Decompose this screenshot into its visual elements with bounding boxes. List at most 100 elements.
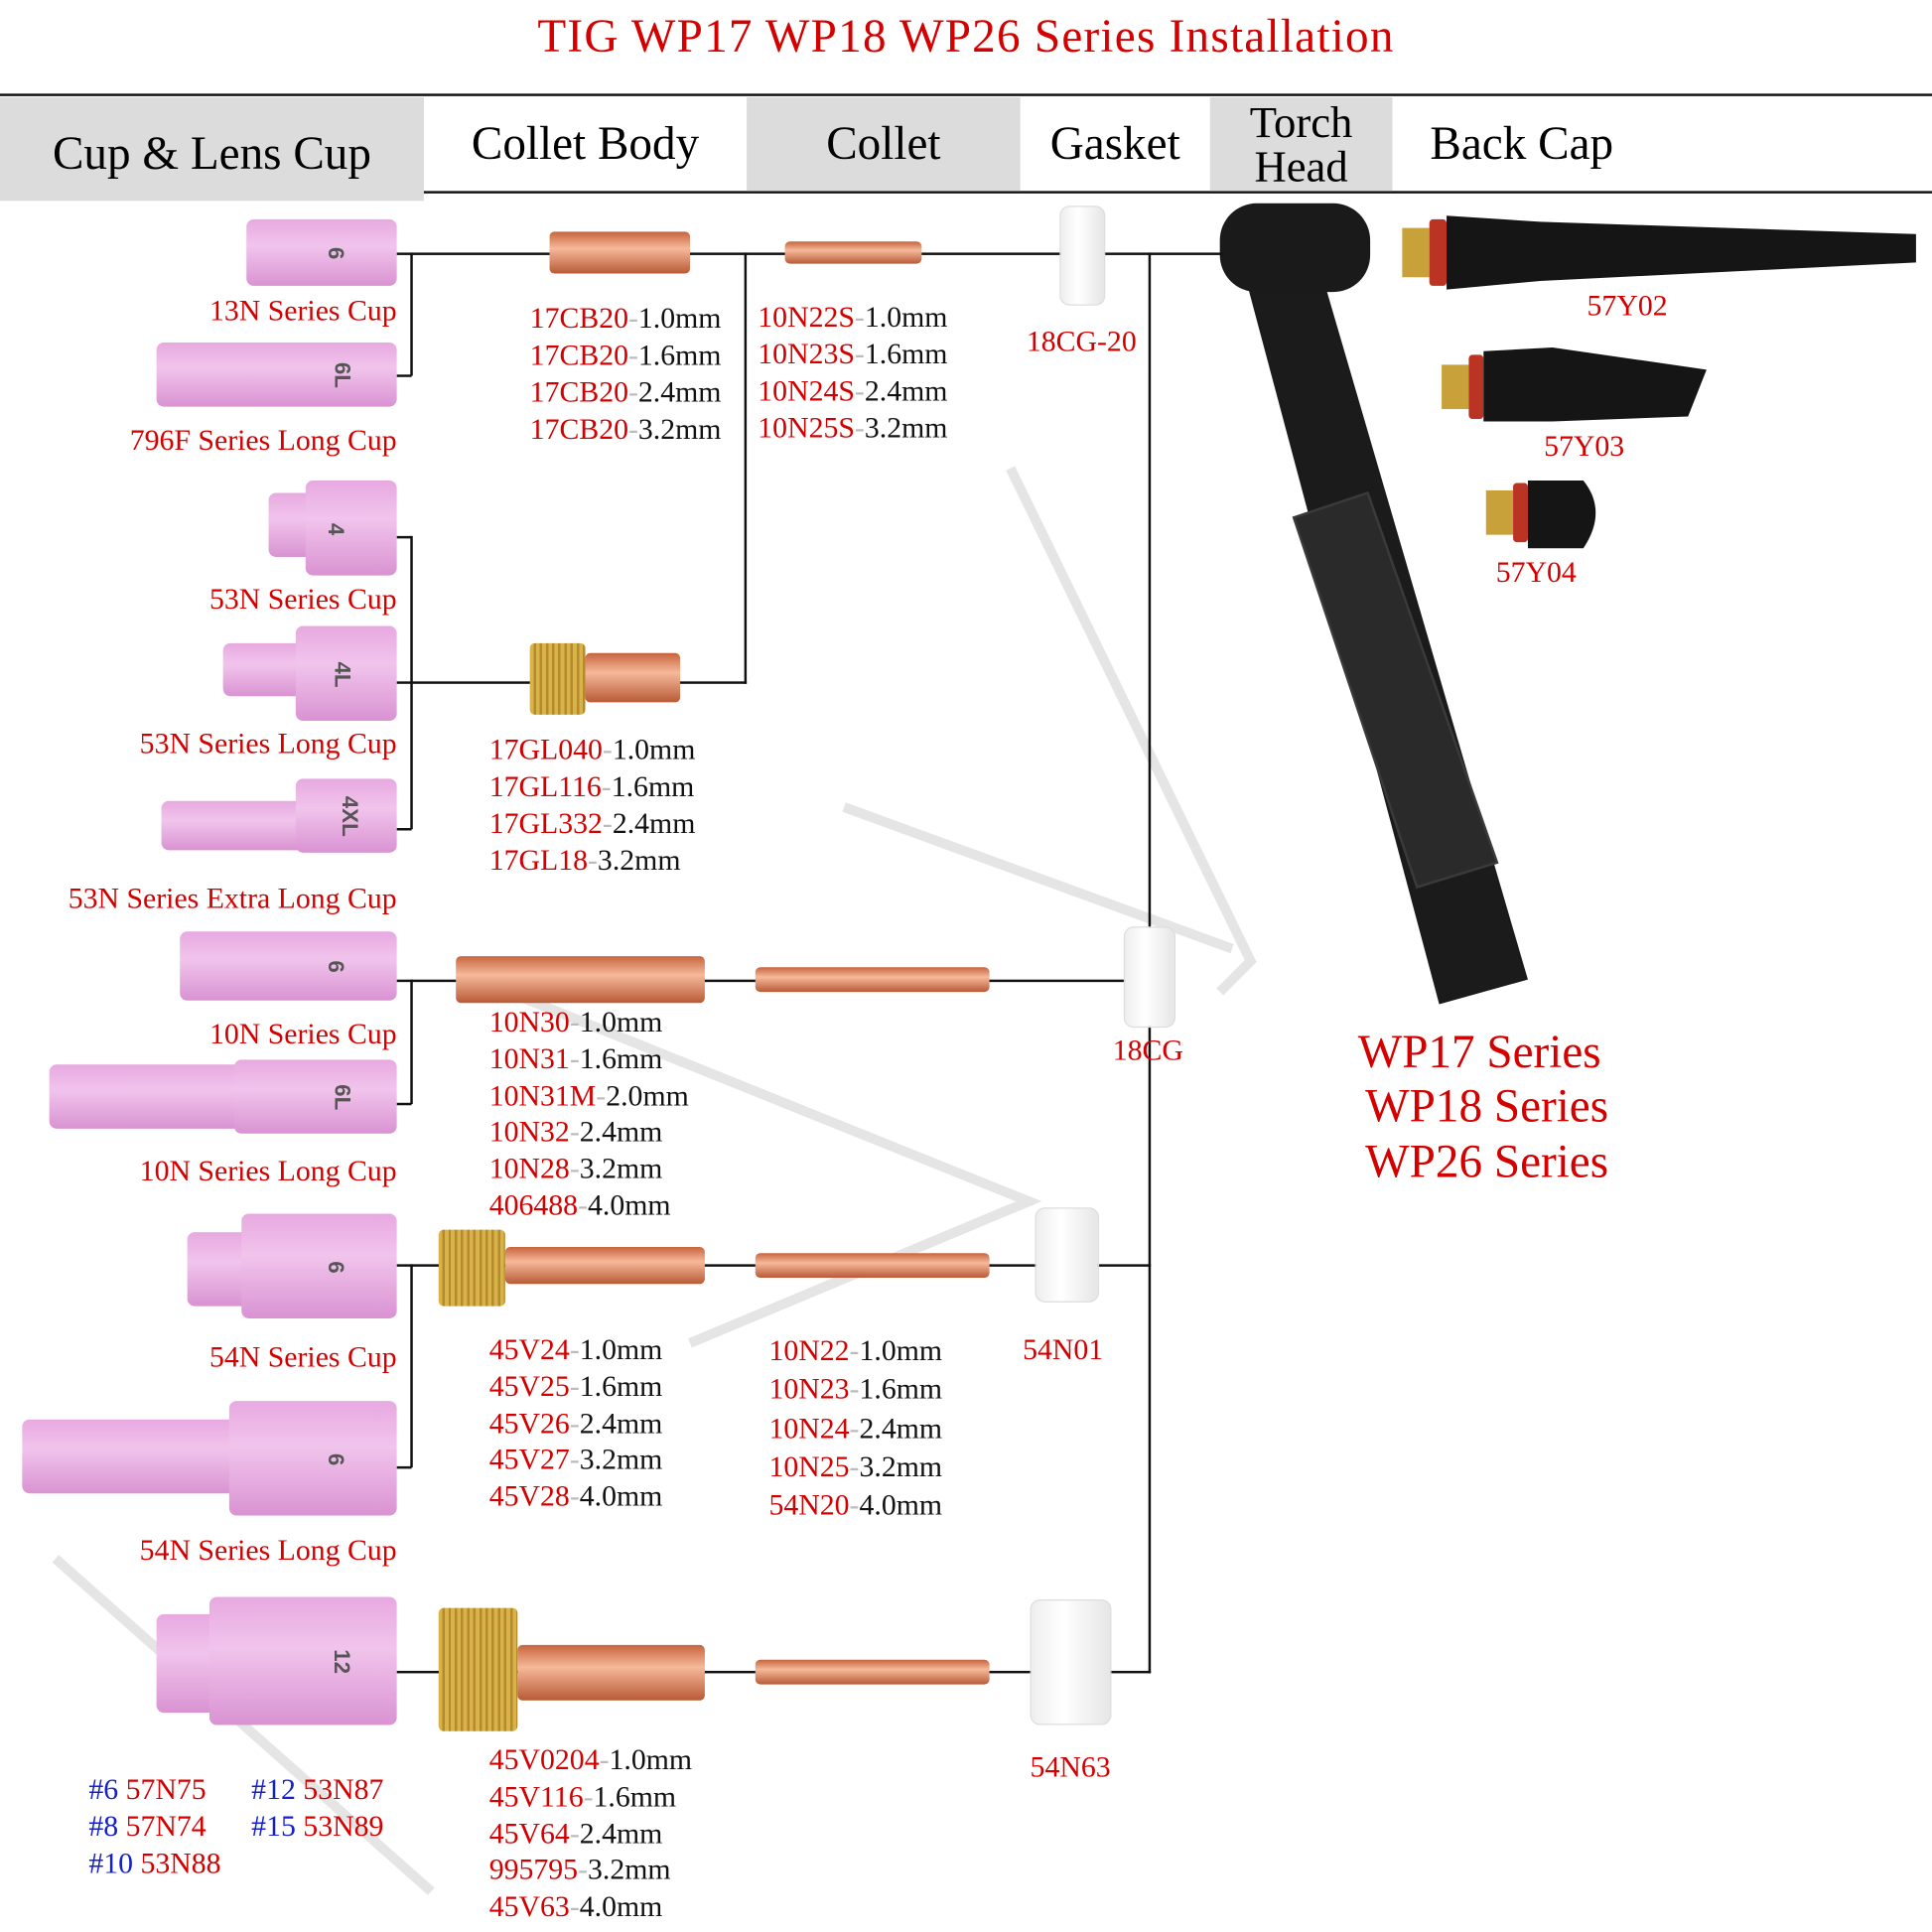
spec-row: 10N24S-2.4mm — [758, 377, 947, 407]
part-code: 17CB20 — [529, 303, 628, 336]
separator: - — [854, 375, 865, 408]
cup-size-number: 6 — [323, 1260, 348, 1274]
cup-size-number: 12 — [330, 1649, 354, 1675]
header-torch-head: Torch Head — [1209, 97, 1393, 192]
part-code: 45V26 — [488, 1408, 570, 1441]
spec-row: 17GL040-1.0mm — [489, 736, 696, 765]
part-code: 995795 — [488, 1855, 579, 1887]
cup-label: 54N Series Long Cup — [139, 1535, 397, 1568]
connector-line — [410, 535, 413, 830]
separator: - — [588, 845, 598, 878]
spec-row: 45V116-1.6mm — [489, 1783, 676, 1813]
part-code: 17GL040 — [488, 734, 603, 766]
spec-row: 45V28-4.0mm — [489, 1482, 663, 1512]
cup-size-entry: #10 53N88 — [88, 1850, 220, 1879]
part-code: 17CB20 — [529, 414, 628, 447]
spec-row: 45V24-1.0mm — [489, 1335, 663, 1365]
connector-line — [410, 1264, 413, 1468]
back-cap-label: 57Y03 — [1544, 431, 1625, 464]
separator: - — [849, 1413, 860, 1446]
separator: - — [569, 1334, 580, 1367]
size-value: 2.4mm — [579, 1818, 663, 1851]
part-code: 45V27 — [488, 1445, 570, 1477]
cup-icon — [246, 218, 397, 286]
part-code: 17CB20 — [529, 340, 628, 372]
size-value: 4.0mm — [859, 1489, 943, 1522]
spec-row: 10N30-1.0mm — [489, 1008, 663, 1037]
size-value: 2.4mm — [864, 375, 948, 408]
spec-row: 45V63-4.0mm — [489, 1893, 663, 1923]
spec-row: 17GL18-3.2mm — [489, 847, 681, 877]
spec-row: 10N25-3.2mm — [768, 1452, 942, 1482]
cup-size-entry: #6 57N75 — [88, 1775, 206, 1805]
separator: - — [569, 1408, 580, 1441]
cup-neck-icon — [22, 1419, 245, 1494]
size-value: 2.0mm — [606, 1079, 689, 1113]
part-code: 17CB20 — [529, 376, 628, 410]
collet-icon — [755, 967, 990, 993]
cup-size-number: 4 — [323, 522, 348, 535]
header-gasket: Gasket — [1049, 118, 1180, 171]
size-value: 3.2mm — [859, 1450, 943, 1484]
spec-row: 17CB20-3.2mm — [530, 415, 722, 445]
cup-icon — [295, 625, 397, 722]
connector-line — [744, 252, 748, 684]
back-cap-57y03-icon — [1442, 346, 1707, 422]
cup-neck-icon — [49, 1064, 248, 1129]
torch-grip-icon — [1292, 490, 1499, 890]
separator: - — [627, 340, 638, 372]
spec-row: 10N23-1.6mm — [768, 1375, 942, 1405]
watermark — [52, 466, 1257, 1895]
spec-row: 17CB20-1.0mm — [530, 305, 722, 335]
size-value: 2.4mm — [859, 1413, 943, 1446]
size-value: 2.4mm — [579, 1116, 663, 1150]
separator: - — [601, 770, 612, 804]
cup-size-number: 6L — [330, 361, 355, 388]
cup-icon — [208, 1596, 397, 1725]
spec-row: 17GL332-2.4mm — [489, 809, 696, 839]
cup-neck-icon — [222, 642, 308, 697]
collet-icon — [755, 1253, 990, 1279]
connector-line — [396, 1465, 412, 1469]
separator: - — [849, 1450, 860, 1484]
back-cap-label: 57Y04 — [1495, 556, 1577, 590]
cup-code: 57N75 — [125, 1774, 207, 1807]
part-code: 10N30 — [488, 1006, 570, 1039]
separator: - — [583, 1781, 594, 1814]
size-value: 2.4mm — [612, 808, 696, 841]
gasket-label: 18CG — [1112, 1035, 1183, 1067]
size-value: 3.2mm — [864, 412, 948, 446]
part-code: 10N23S — [758, 339, 855, 371]
header-cup: Cup & Lens Cup — [0, 97, 424, 202]
spec-row: 10N25S-3.2mm — [758, 414, 947, 444]
part-code: 10N22S — [758, 302, 855, 335]
gasket-icon — [1059, 206, 1106, 306]
part-code: 10N31M — [488, 1079, 597, 1113]
cup-size: #6 — [88, 1774, 119, 1807]
spec-row: 10N28-3.2mm — [489, 1155, 663, 1184]
connector-line — [396, 535, 412, 539]
size-value: 1.6mm — [637, 340, 722, 372]
gas-lens-brass-icon — [438, 1607, 518, 1731]
cup-size-number: 6L — [330, 1084, 355, 1111]
cup-label: 10N Series Long Cup — [139, 1156, 397, 1188]
size-value: 3.2mm — [579, 1153, 663, 1186]
size-value: 1.6mm — [864, 339, 948, 371]
size-value: 1.6mm — [859, 1374, 943, 1407]
size-value: 1.0mm — [579, 1334, 663, 1367]
separator: - — [569, 1445, 580, 1477]
size-value: 1.0mm — [612, 734, 696, 766]
collet-body-icon — [585, 652, 681, 703]
spec-row: 45V25-1.6mm — [489, 1372, 663, 1402]
part-code: 10N24S — [758, 375, 855, 408]
size-value: 3.2mm — [588, 1855, 671, 1887]
separator: - — [854, 302, 865, 335]
separator: - — [596, 1079, 607, 1113]
gasket-label: 54N63 — [1030, 1751, 1111, 1785]
header-back-cap: Back Cap — [1430, 118, 1614, 171]
separator: - — [599, 1744, 610, 1777]
part-code: 45V28 — [488, 1481, 570, 1514]
spec-row: 995795-3.2mm — [489, 1857, 671, 1886]
